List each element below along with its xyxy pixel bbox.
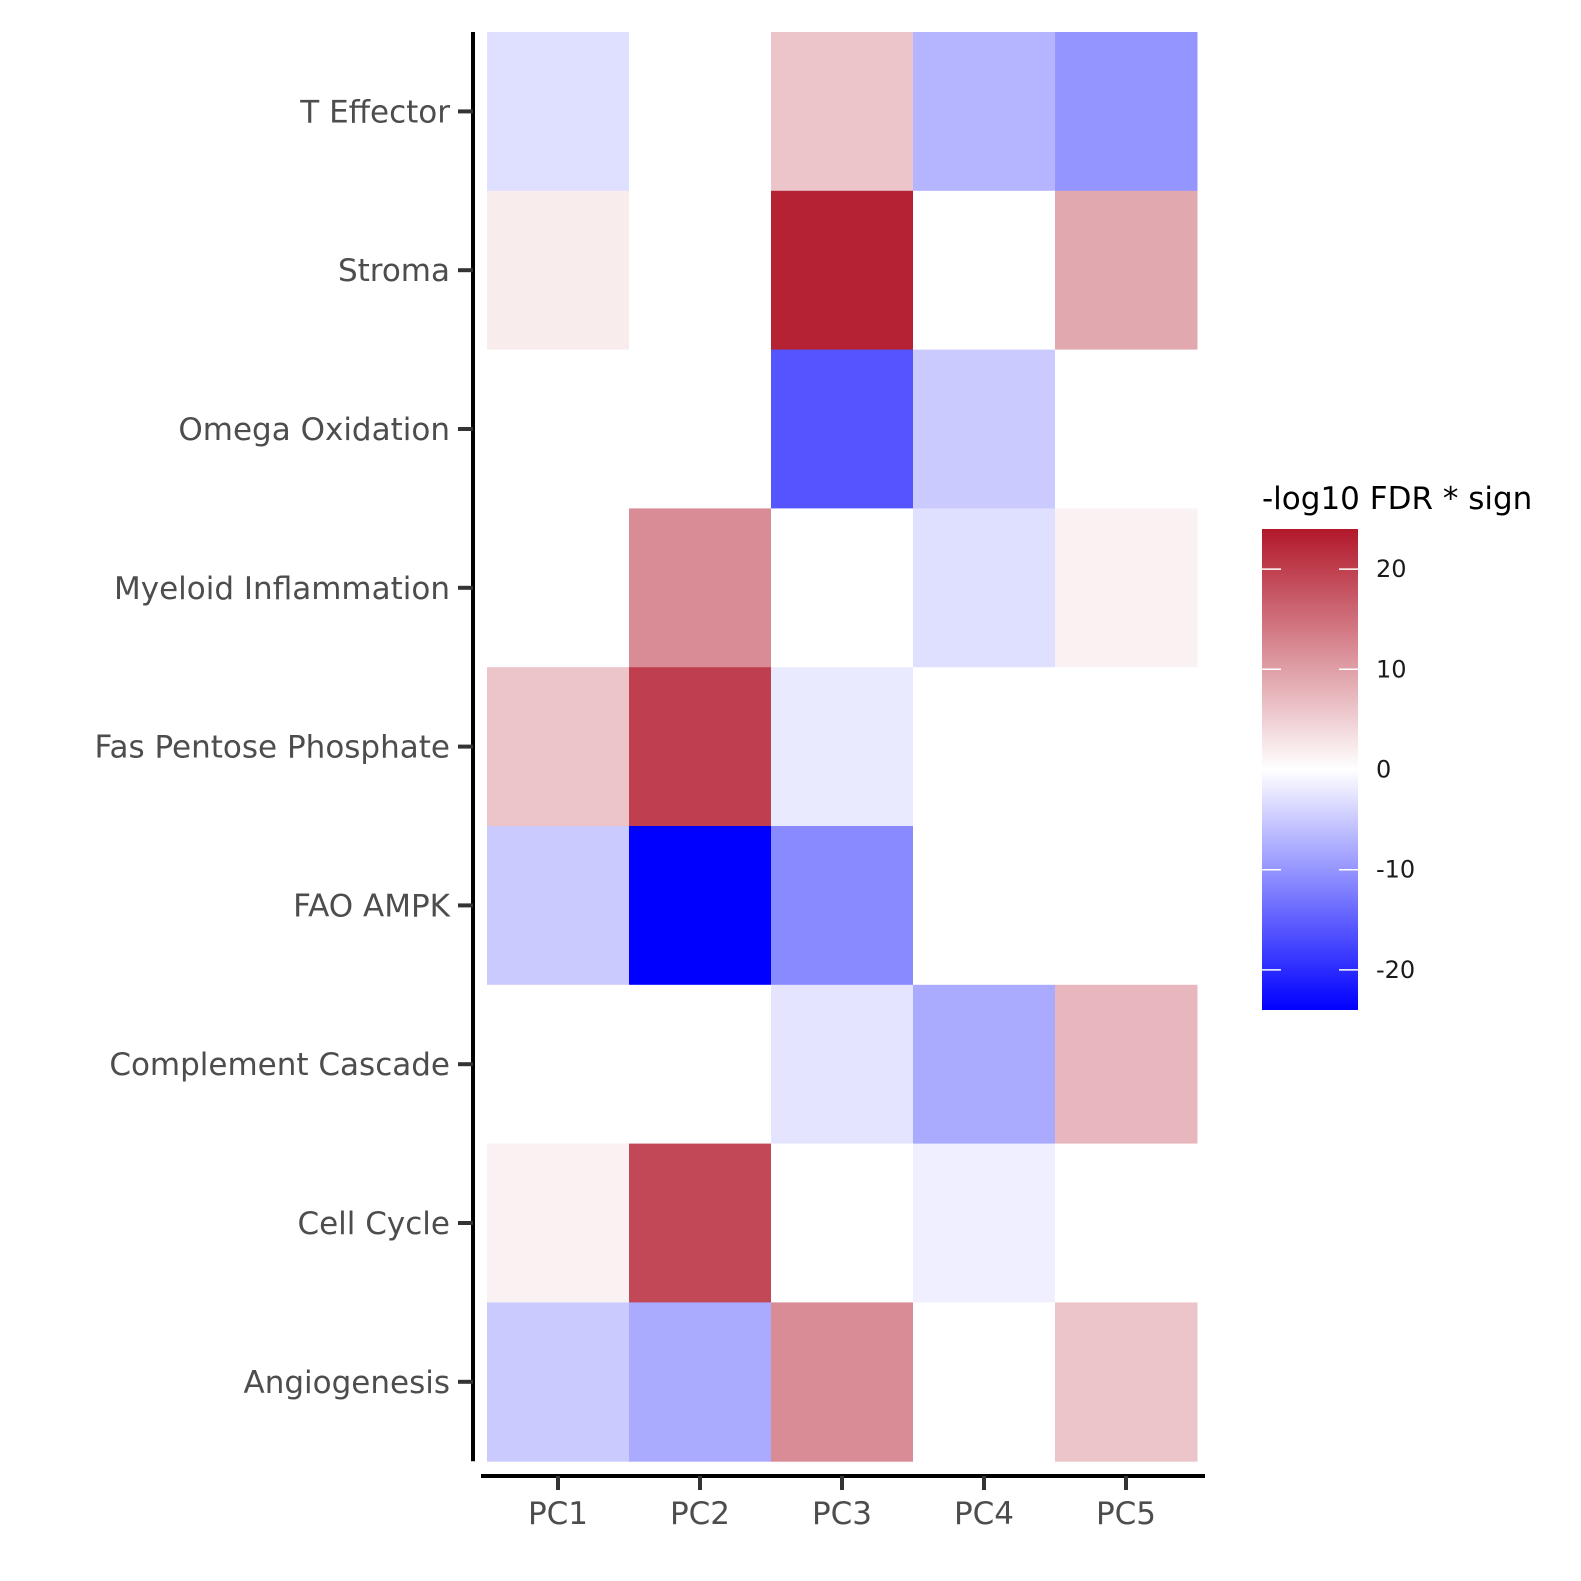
heatmap-cell [487, 190, 630, 351]
heatmap-cell [1055, 508, 1198, 668]
heatmap-cell [913, 1143, 1056, 1303]
heatmap-cell [629, 1302, 772, 1462]
heatmap-cell [913, 984, 1056, 1145]
heatmap-cell [913, 667, 1056, 827]
heatmap-cell [1055, 826, 1198, 986]
y-tick-label: Cell Cycle [297, 1206, 450, 1242]
y-tick-label: T Effector [299, 94, 450, 130]
heatmap-cell [913, 826, 1056, 986]
heatmap-cell [487, 32, 630, 192]
x-tick-label: PC3 [812, 1496, 872, 1532]
x-tick-label: PC1 [528, 1496, 588, 1532]
y-tick-label: FAO AMPK [293, 888, 451, 924]
heatmap-cell [629, 1143, 772, 1303]
heatmap-cell [913, 1302, 1056, 1462]
y-tick-label: Complement Cascade [109, 1047, 450, 1083]
heatmap-cell [487, 667, 630, 827]
heatmap-cell [771, 508, 914, 668]
heatmap-cell [771, 667, 914, 827]
x-tick-label: PC2 [670, 1496, 730, 1532]
y-tick-label: Angiogenesis [244, 1365, 451, 1401]
heatmap-cells [487, 32, 1198, 1462]
x-tick-label: PC5 [1096, 1496, 1156, 1532]
heatmap-cell [629, 32, 772, 192]
heatmap-cell [913, 349, 1056, 509]
heatmap-cell [1055, 190, 1198, 351]
heatmap-cell [487, 508, 630, 668]
x-tick-label: PC4 [954, 1496, 1014, 1532]
legend-tick-label: 10 [1376, 655, 1407, 683]
heatmap-cell [629, 826, 772, 986]
y-tick-label: Stroma [338, 253, 450, 289]
heatmap-cell [487, 1143, 630, 1303]
heatmap-cell [487, 984, 630, 1145]
heatmap-cell [1055, 349, 1198, 509]
legend-tick-label: 20 [1376, 555, 1407, 583]
heatmap-cell [629, 984, 772, 1145]
heatmap-cell [1055, 32, 1198, 192]
heatmap-cell [629, 667, 772, 827]
y-axis: T Effector Stroma Omega Oxidation Myeloid I… [94, 32, 475, 1462]
heatmap-cell [1055, 984, 1198, 1145]
y-tick-label: Fas Pentose Phosphate [94, 730, 450, 766]
legend-tick-label: -10 [1376, 856, 1415, 884]
heatmap-cell [629, 508, 772, 668]
heatmap-cell [1055, 1302, 1198, 1462]
heatmap-cell [913, 190, 1056, 351]
legend-title: -log10 FDR * sign [1262, 481, 1532, 517]
heatmap-cell [771, 349, 914, 509]
heatmap-cell [771, 190, 914, 351]
heatmap-cell [487, 349, 630, 509]
heatmap-cell [913, 32, 1056, 192]
heatmap-cell [487, 826, 630, 986]
heatmap-cell [771, 984, 914, 1145]
x-axis: PC1 PC2 PC3 PC4 PC5 [481, 1474, 1205, 1532]
y-tick-label: Omega Oxidation [178, 412, 450, 448]
heatmap-cell [771, 32, 914, 192]
y-tick-label: Myeloid Inflammation [114, 571, 450, 607]
heatmap-cell [771, 1143, 914, 1303]
legend-tick-label: -20 [1376, 956, 1415, 984]
legend-tick-label: 0 [1376, 756, 1391, 784]
heatmap-cell [629, 349, 772, 509]
heatmap-cell [629, 190, 772, 351]
legend: -log10 FDR * sign 20 10 0 -10 -20 [1262, 481, 1532, 1010]
heatmap-cell [771, 1302, 914, 1462]
heatmap-cell [1055, 667, 1198, 827]
heatmap-cell [1055, 1143, 1198, 1303]
heatmap-cell [913, 508, 1056, 668]
heatmap-cell [771, 826, 914, 986]
heatmap-cell [487, 1302, 630, 1462]
